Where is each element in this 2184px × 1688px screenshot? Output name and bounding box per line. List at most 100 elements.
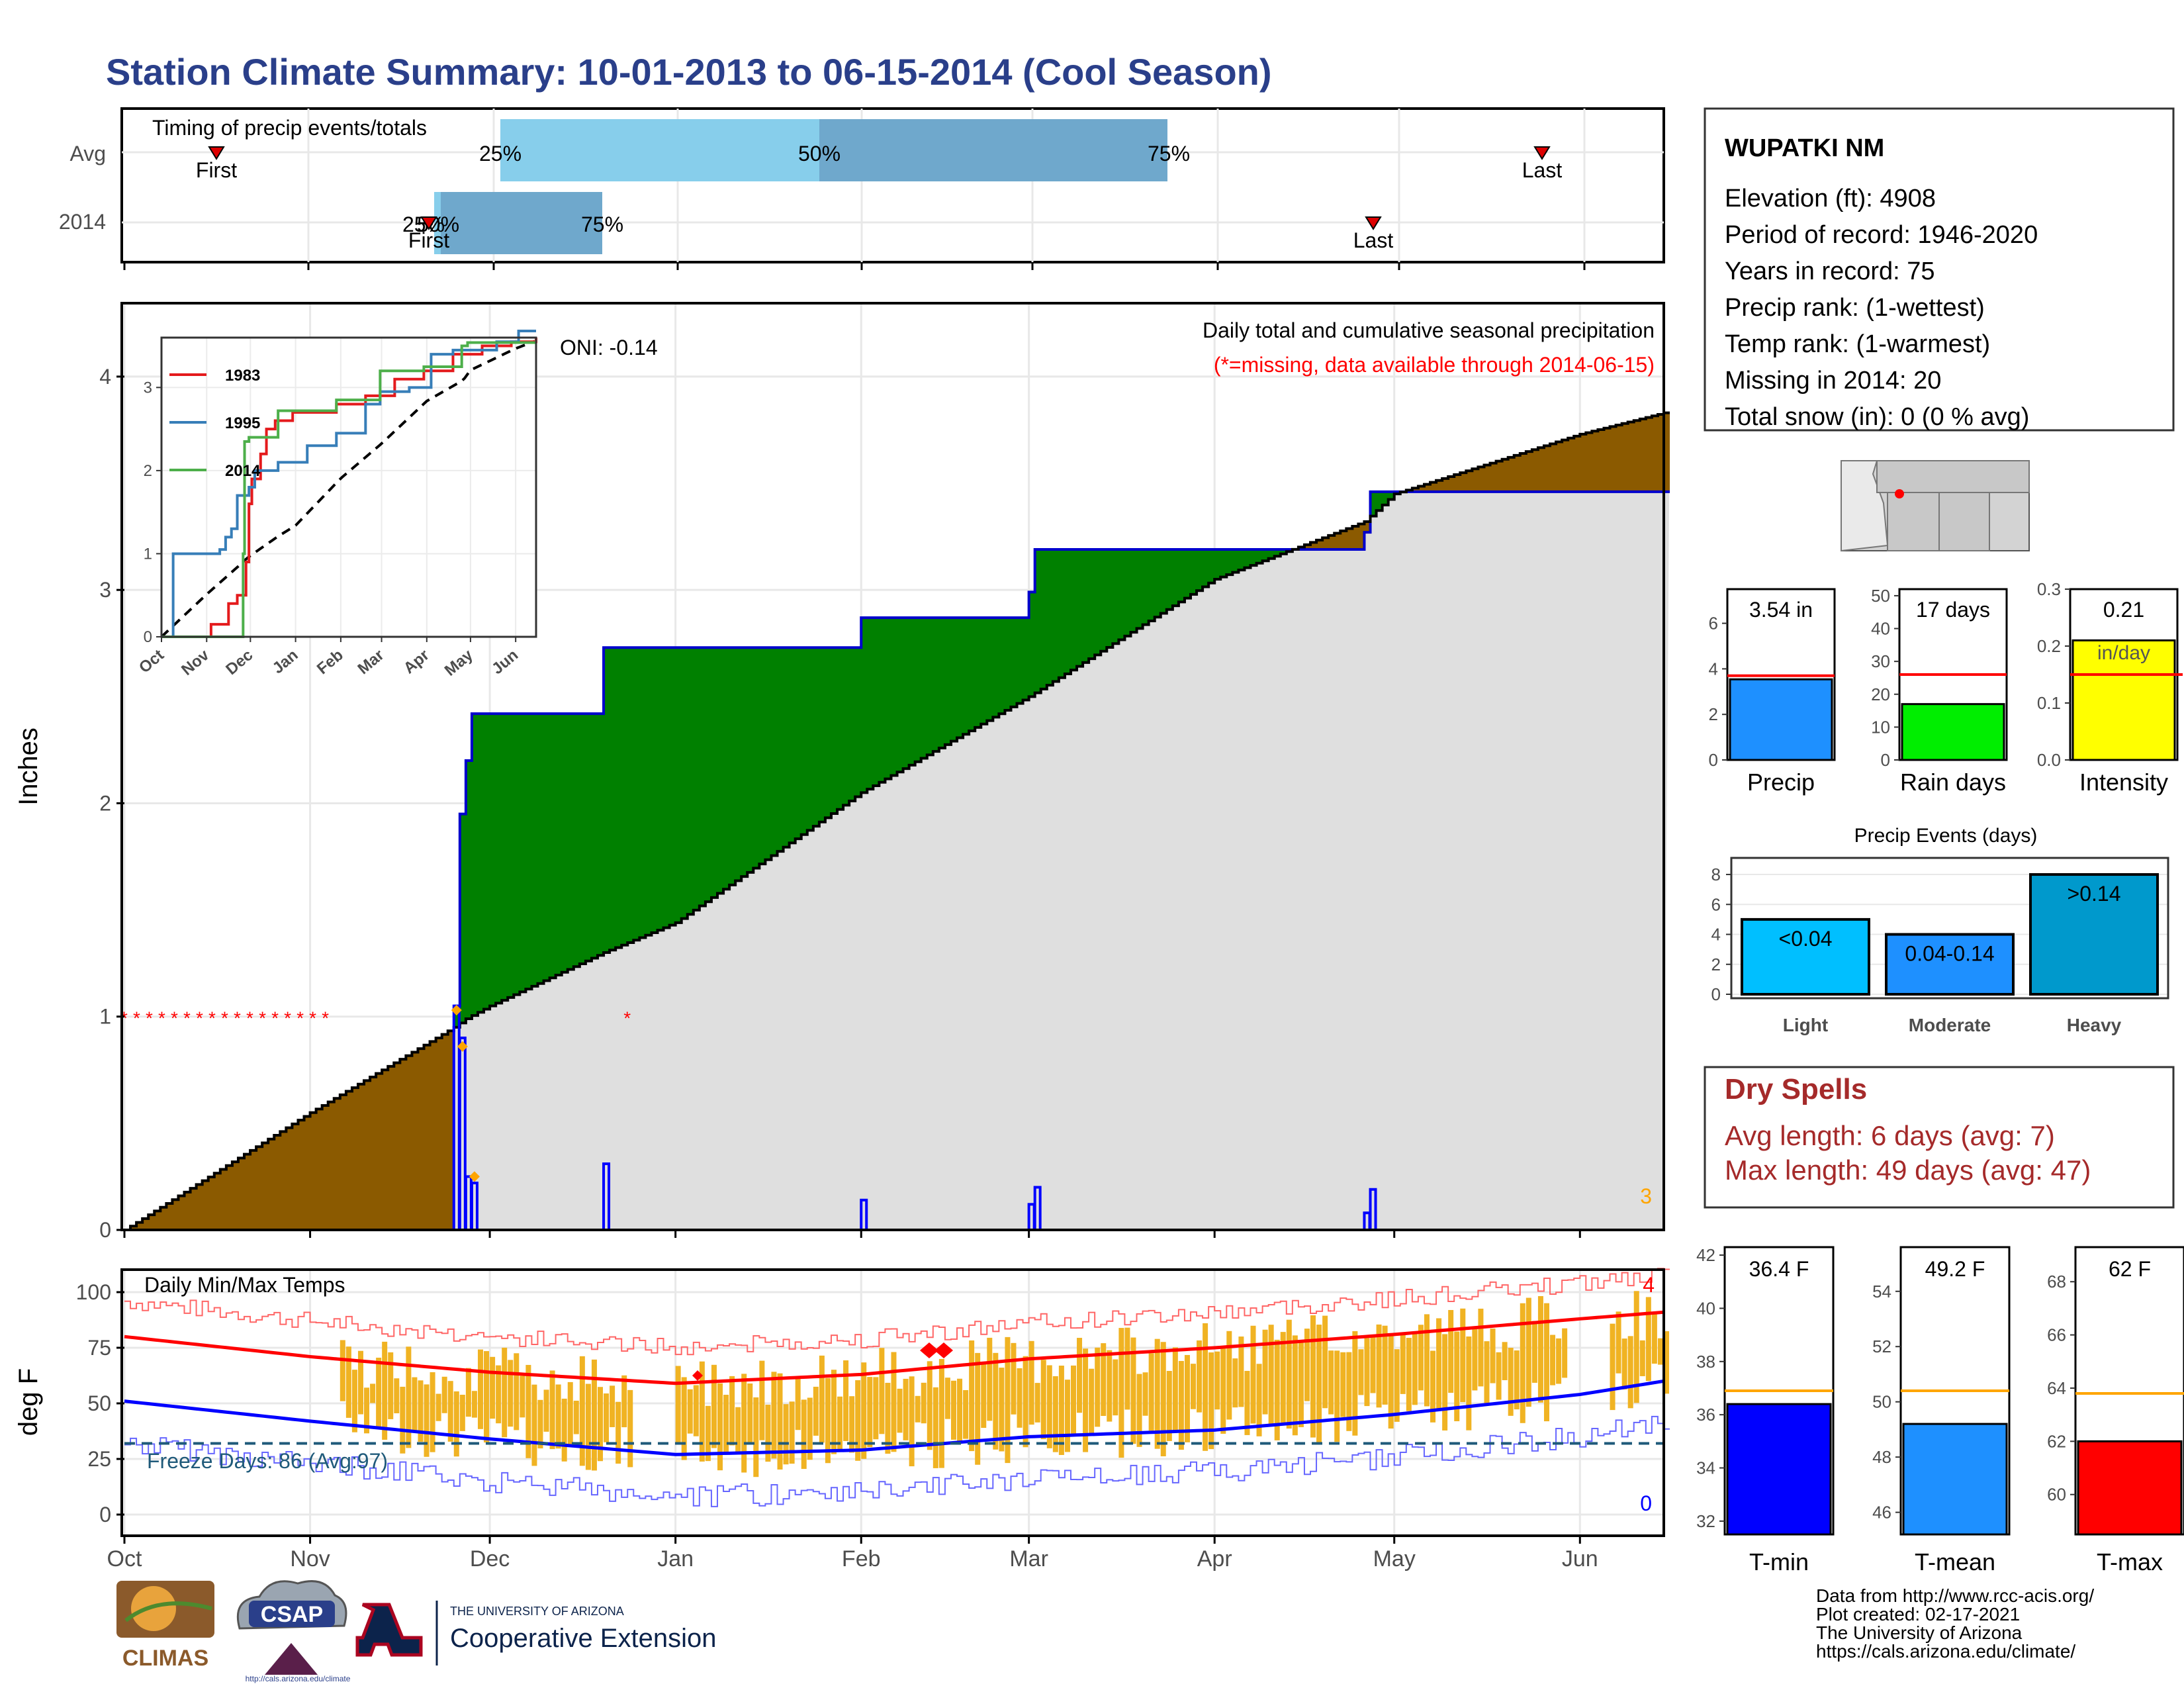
temp-bar xyxy=(579,1356,585,1466)
inset-y-axis: 0 1 2 3 xyxy=(144,379,161,646)
temp-bar xyxy=(1184,1354,1190,1442)
ua-logo[interactable]: THE UNIVERSITY OF ARIZONA Cooperative Ex… xyxy=(355,1601,716,1665)
y-tick-label: 4 xyxy=(99,365,111,389)
csap-mountain-icon xyxy=(265,1643,318,1675)
missing-marker-icon: * xyxy=(120,1008,128,1029)
temp-bar xyxy=(843,1360,849,1441)
temp-bar xyxy=(1197,1340,1203,1413)
station-detail-line: Elevation (ft): 4908 xyxy=(1725,185,1936,212)
temp-bar xyxy=(1388,1333,1394,1429)
temp-bar xyxy=(604,1393,610,1442)
temp-bar xyxy=(567,1382,573,1445)
temp-bar xyxy=(1310,1315,1316,1438)
events-title: Precip Events (days) xyxy=(1854,825,2038,847)
missing-marker-icon: * xyxy=(183,1008,191,1029)
temp-stat-bar xyxy=(1902,1423,2008,1536)
temp-bar xyxy=(1442,1334,1448,1430)
inset-average-line xyxy=(160,340,535,638)
avg-last-label: Last xyxy=(1522,158,1563,182)
temp-bar xyxy=(520,1376,525,1418)
temp-bar xyxy=(549,1370,555,1450)
ua-a-icon xyxy=(355,1603,423,1657)
footer-line-1: Data from http://www.rcc-acis.org/ xyxy=(1816,1585,2094,1606)
temp-bar xyxy=(1107,1350,1113,1422)
temp-bar xyxy=(1364,1338,1370,1407)
station-detail-line: Precip rank: (1-wettest) xyxy=(1725,294,1985,322)
y-tick-label: 0 xyxy=(1711,984,1721,1004)
events-category-label: Heavy xyxy=(2067,1015,2122,1035)
temp-bar xyxy=(1238,1336,1244,1407)
temp-bar xyxy=(915,1395,921,1423)
temp-bar xyxy=(1286,1319,1292,1429)
events-range-label: >0.14 xyxy=(2068,882,2121,906)
temp-bar xyxy=(1556,1338,1562,1384)
csap-logo[interactable]: CSAP http://cals.arizona.edu/climate xyxy=(236,1580,351,1683)
precip-events-chart: Precip Events (days) <0.04 Light 0.04-0.14… xyxy=(1711,825,2169,1035)
temp-bar xyxy=(1358,1349,1364,1395)
y-tick-label: 20 xyxy=(1871,684,1890,704)
average-precip-line xyxy=(124,411,1670,1231)
y-tick-label: 10 xyxy=(1871,717,1890,737)
temp-bar xyxy=(807,1397,813,1460)
temp-bar xyxy=(1514,1350,1520,1410)
stat-unit: in/day xyxy=(2097,642,2150,664)
temp-bar xyxy=(1064,1380,1070,1452)
y-tick-label: 75 xyxy=(87,1336,111,1360)
temp-bar xyxy=(969,1340,975,1452)
temp-bar xyxy=(789,1401,795,1464)
y-tick-label: 52 xyxy=(1872,1336,1891,1356)
temp-bar xyxy=(873,1377,879,1440)
missing-marker-icon: * xyxy=(284,1008,291,1029)
temp-bar xyxy=(1256,1364,1262,1436)
temp-bar xyxy=(514,1353,520,1430)
temp-bar xyxy=(1525,1297,1531,1407)
climas-sun-icon xyxy=(131,1586,176,1631)
events-range-label: <0.04 xyxy=(1779,927,1833,951)
y-tick-label: 3 xyxy=(144,379,152,397)
y-tick-label: 50 xyxy=(87,1391,111,1415)
ua-top-text: THE UNIVERSITY OF ARIZONA xyxy=(450,1605,624,1618)
temp-bar xyxy=(723,1395,729,1452)
temp-bar xyxy=(1142,1372,1148,1416)
temp-bar xyxy=(993,1352,999,1450)
temp-bar xyxy=(729,1376,735,1446)
events-y-axis: 0 2 4 6 8 xyxy=(1711,865,1731,1004)
temp-stat-label: T-min xyxy=(1749,1548,1809,1575)
temp-bar xyxy=(1406,1338,1412,1411)
temp-bar xyxy=(1448,1309,1454,1393)
events-range-label: 0.04-0.14 xyxy=(1905,942,1994,966)
y-tick-label: 54 xyxy=(1872,1282,1891,1301)
climas-logo[interactable]: CLIMAS xyxy=(116,1581,214,1671)
temp-bar xyxy=(610,1385,615,1427)
temp-bar xyxy=(1028,1340,1034,1425)
temp-bar xyxy=(1154,1338,1160,1449)
temp-bar xyxy=(1250,1325,1256,1424)
temp-stat-bar xyxy=(1726,1403,1832,1536)
station-detail-line: Period of record: 1946-2020 xyxy=(1725,221,2038,249)
dry-spells-title: Dry Spells xyxy=(1725,1073,1867,1105)
temp-bar xyxy=(675,1366,681,1443)
temp-bar xyxy=(364,1387,370,1434)
temp-bar xyxy=(1478,1308,1484,1387)
footer: Data from http://www.rcc-acis.org/ Plot … xyxy=(116,1580,2094,1683)
events-bar xyxy=(2029,873,2159,996)
temp-bar xyxy=(1083,1348,1089,1452)
record-marker-icon xyxy=(934,1342,953,1358)
temp-bar xyxy=(400,1386,406,1454)
temp-bar xyxy=(1089,1368,1095,1436)
x-tick-label: Oct xyxy=(107,1546,142,1571)
temp-bar xyxy=(1496,1352,1502,1400)
temp-bar xyxy=(687,1389,693,1434)
temp-bar xyxy=(1232,1358,1238,1408)
y-tick-label: 36 xyxy=(1696,1405,1715,1425)
dry-spells-box: Dry Spells Avg length: 6 days (avg: 7) M… xyxy=(1704,1066,2175,1209)
temps-y-label: deg F xyxy=(14,1368,43,1436)
stat-bar xyxy=(1901,703,2005,761)
temp-bar xyxy=(795,1376,801,1430)
temp-bar xyxy=(963,1389,969,1439)
temp-bar xyxy=(1454,1331,1460,1422)
temp-bar xyxy=(543,1389,549,1432)
temp-bar xyxy=(418,1380,424,1442)
temp-bar xyxy=(1005,1336,1011,1464)
page-title: Station Climate Summary: 10-01-2013 to 0… xyxy=(106,51,1272,93)
